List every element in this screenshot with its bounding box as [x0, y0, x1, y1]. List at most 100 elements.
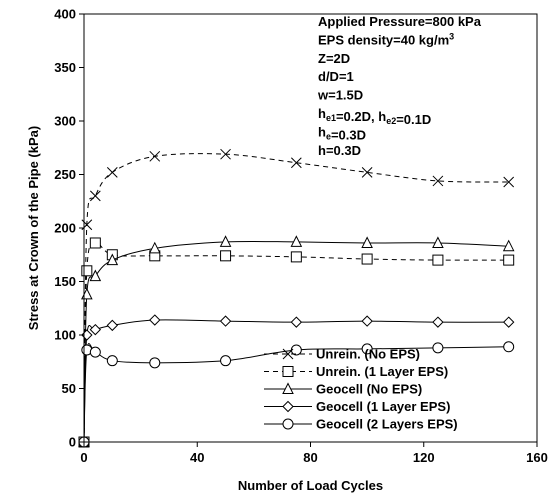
data-point	[290, 316, 303, 328]
annotation-part: =0.1D	[396, 112, 431, 127]
data-point	[106, 355, 118, 367]
annotation-line: he=0.3D	[318, 124, 366, 142]
plot-frame	[83, 13, 538, 443]
annotation-line: Z=2D	[318, 51, 350, 66]
series-line	[83, 343, 509, 443]
legend-marker	[282, 348, 294, 360]
legend-entry: Unrein. (No EPS)	[264, 347, 420, 362]
x-tick-label: 40	[190, 450, 204, 465]
data-point	[149, 357, 161, 369]
ticks-layer: 0 50 100 150 200 250 300 350 400 0 40 80 120 160	[54, 7, 548, 466]
legend-marker	[282, 366, 294, 377]
marker-stroke	[432, 175, 444, 187]
y-tick-label: 350	[54, 60, 76, 75]
data-point	[106, 253, 119, 266]
data-point	[432, 254, 444, 266]
data-point	[89, 346, 101, 358]
data-point	[361, 236, 373, 248]
annotation-part: w=1.5D	[317, 88, 363, 103]
series-line	[83, 240, 509, 443]
data-point	[220, 355, 232, 367]
y-tick-label: 300	[54, 114, 76, 129]
data-point	[220, 148, 231, 160]
annotation-part: d/D=1	[318, 69, 354, 84]
x-axis-label: Number of Load Cycles	[238, 478, 383, 493]
marker-stroke	[503, 176, 515, 188]
legend-label: Unrein. (1 Layer EPS)	[316, 364, 448, 379]
data-point	[290, 251, 302, 263]
data-point	[290, 157, 302, 169]
legend-entry: Geocell (No EPS)	[264, 382, 422, 397]
data-point	[89, 190, 101, 202]
y-tick-label: 0	[69, 435, 76, 450]
series-3	[78, 235, 515, 447]
x-tick-label: 80	[303, 450, 317, 465]
data-point	[89, 237, 101, 249]
data-point	[361, 343, 373, 355]
annotation-part: =0.3D	[331, 127, 366, 142]
legend: Unrein. (No EPS) Unrein. (1 Layer EPS) Geo…	[264, 347, 458, 432]
data-point	[502, 316, 515, 328]
data-point	[432, 342, 444, 354]
marker-stroke	[89, 190, 101, 202]
data-point	[432, 236, 444, 248]
plot-area	[83, 13, 538, 443]
marker-stroke	[361, 167, 373, 178]
data-point	[89, 269, 102, 282]
y-tick-label: 200	[54, 221, 76, 236]
legend-marker	[282, 418, 294, 430]
annotation-part: h	[318, 106, 326, 121]
annotation-part: Applied Pressure=800 kPa	[318, 14, 482, 29]
marker-stroke	[282, 348, 294, 360]
legend-label: Unrein. (No EPS)	[316, 347, 420, 362]
series-4	[78, 314, 515, 448]
annotation-line: d/D=1	[318, 69, 354, 84]
y-tick-label: 50	[62, 381, 76, 396]
annotation-line: w=1.5D	[317, 88, 363, 103]
data-point	[290, 344, 302, 356]
x-tick-label: 120	[413, 450, 435, 465]
annotation-part: =0.2D, h	[336, 109, 386, 124]
legend-entry: Geocell (2 Layers EPS)	[264, 417, 458, 432]
legend-entry: Geocell (1 Layer EPS)	[264, 399, 450, 414]
legend-marker	[282, 382, 294, 394]
annotation-line: Applied Pressure=800 kPa	[318, 14, 482, 29]
data-point	[432, 316, 444, 328]
marker-stroke	[220, 148, 231, 160]
y-tick-label: 150	[54, 274, 76, 289]
data-point	[361, 253, 373, 265]
data-point	[503, 176, 515, 188]
data-point	[219, 315, 232, 327]
data-point	[148, 241, 161, 254]
x-tick-label: 0	[80, 450, 87, 465]
data-point	[219, 235, 232, 247]
annotation-part: h=0.3D	[318, 143, 361, 158]
annotation-block: Applied Pressure=800 kPa EPS density=40 k…	[317, 14, 482, 158]
marker-stroke	[149, 150, 161, 162]
axes-layer	[83, 14, 537, 443]
data-point	[89, 323, 102, 336]
legend-label: Geocell (1 Layer EPS)	[316, 399, 450, 414]
data-point	[220, 250, 232, 262]
legend-entry: Unrein. (1 Layer EPS)	[264, 364, 448, 379]
marker-stroke	[106, 167, 118, 178]
legend-label: Geocell (No EPS)	[316, 382, 422, 397]
data-point	[361, 167, 373, 178]
annotation-part: e	[326, 131, 331, 141]
data-point	[432, 175, 444, 187]
data-point	[106, 319, 119, 332]
annotation-part: h	[318, 124, 326, 139]
x-tick-label: 160	[526, 450, 548, 465]
data-point	[149, 314, 161, 326]
annotation-line: he1=0.2D, he2=0.1D	[318, 106, 431, 127]
data-point	[290, 235, 303, 247]
annotation-part: Z=2D	[318, 51, 350, 66]
legend-marker	[282, 400, 294, 413]
y-tick-label: 400	[54, 7, 76, 22]
annotation-line: h=0.3D	[318, 143, 361, 158]
series-line	[83, 319, 509, 443]
annotation-part: e1	[326, 113, 336, 123]
annotation-part: e2	[386, 116, 396, 126]
data-point	[503, 341, 515, 353]
